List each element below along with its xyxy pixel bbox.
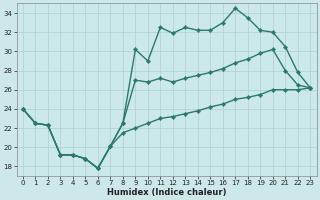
- X-axis label: Humidex (Indice chaleur): Humidex (Indice chaleur): [107, 188, 226, 197]
